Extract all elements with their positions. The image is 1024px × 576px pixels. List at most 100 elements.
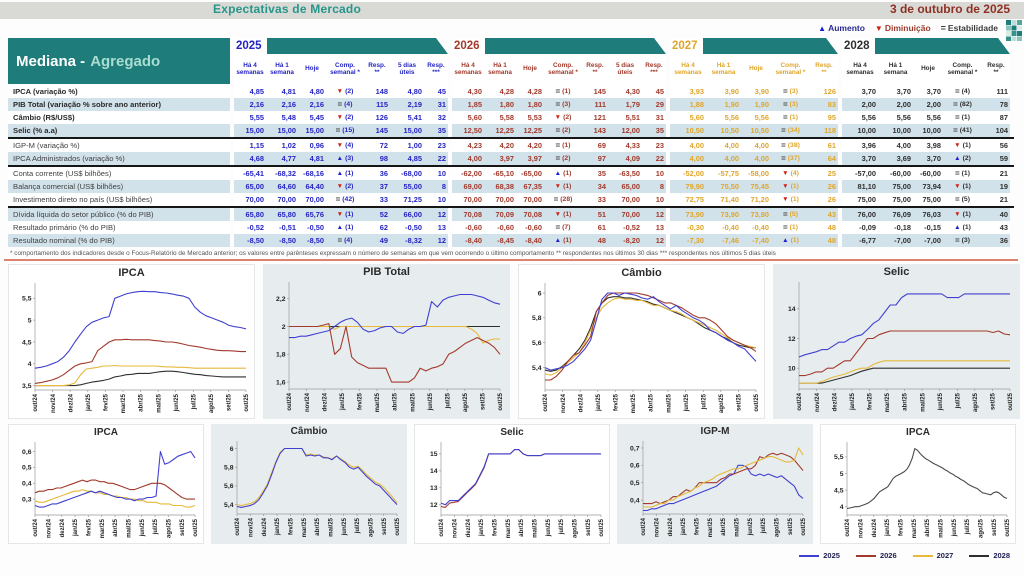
svg-text:ago/25: ago/25 (775, 517, 781, 537)
chart-card-selic-6: Selic 12 13 14 15 out/24 nov/24 dez/24 jan/25 fev… (414, 424, 610, 544)
svg-text:mar/25: mar/25 (121, 393, 127, 413)
value-cell: 3,97 (499, 154, 514, 163)
column-header: Comp. semanal * (330, 61, 360, 76)
value-cell: 5,56 (926, 113, 941, 122)
column-header: Resp. ** (368, 61, 386, 76)
chart-card-igpm-7: IGP-M 0,4 0,5 0,6 0,7 out/24 nov/24 dez/24 jan/2… (617, 424, 813, 544)
value-cell: 4,33 (625, 141, 640, 150)
chart-title: IPCA (94, 427, 118, 438)
value-cell: -0,40 (752, 223, 769, 232)
down-direction-icon: ▼ (782, 196, 789, 203)
value-cell: 2,00 (926, 100, 941, 109)
year-band-strip (875, 38, 1010, 54)
value-cell: 5,53 (527, 113, 542, 122)
value-cell: 10 (655, 169, 664, 178)
svg-text:6: 6 (538, 290, 542, 297)
svg-text:jan/25: jan/25 (340, 392, 346, 411)
weeks-count: (1) (790, 183, 799, 190)
table-row: Dívida líquida do setor público (% do PI… (8, 208, 1014, 221)
legend-year-label: 2027 (936, 551, 954, 560)
value-cell: 37 (379, 182, 388, 191)
svg-text:abr/25: abr/25 (925, 518, 931, 536)
weekly-comparison-cell: = (3) (771, 85, 810, 98)
svg-text:12: 12 (430, 502, 438, 509)
table-row: Resultado nominal (% do PIB) -8,50 -8,50 -8… (8, 234, 1014, 247)
value-cell: 70,00 (621, 195, 641, 204)
value-cell: 2,16 (249, 100, 264, 109)
eq-direction-icon: = (555, 153, 561, 163)
svg-text:0,7: 0,7 (630, 445, 640, 452)
value-cell: -52,00 (683, 169, 704, 178)
value-cell: -8,20 (623, 236, 640, 245)
year-cells-2027: 72,75 71,40 71,20 ▼ (1) 26 (670, 193, 838, 206)
svg-text:mar/25: mar/25 (302, 517, 308, 537)
value-cell: 81,10 (857, 182, 877, 191)
weeks-count: (82) (959, 101, 972, 108)
weekly-comparison-cell: = (7) (544, 221, 582, 234)
column-header: Há 4 semanas (846, 61, 874, 76)
value-cell: 87 (999, 113, 1008, 122)
column-header: Hoje (921, 65, 935, 73)
column-header: Comp. semanal * (548, 61, 578, 76)
column-headers: Há 4 semanas Há 1 semana Hoje Comp. semanal * R… (234, 54, 448, 84)
value-cell: 2,16 (281, 100, 296, 109)
weeks-count: (1) (962, 142, 971, 149)
value-cell: 4,30 (625, 87, 640, 96)
year-band-strip (703, 38, 838, 54)
expectations-table: Mediana - Agregado 2025 Há 4 semanas Há 1 sema… (8, 38, 1014, 247)
value-cell: 4,00 (724, 154, 739, 163)
eq-direction-icon: = (335, 194, 341, 204)
svg-text:mar/25: mar/25 (375, 392, 381, 412)
weekly-comparison-cell: ▲ (1) (326, 221, 364, 234)
weeks-count: (2) (345, 114, 354, 121)
svg-text:set/25: set/25 (382, 517, 388, 535)
value-cell: -0,50 (307, 223, 324, 232)
value-cell: 76,09 (892, 210, 912, 219)
value-cell: 75,50 (720, 182, 740, 191)
value-cell: 8 (441, 182, 446, 191)
year-cells-2025: 65,00 64,60 64,40 ▼ (2) 37 55,00 8 (234, 180, 448, 193)
year-band: 2026 (452, 38, 666, 54)
table-row: Resultado primário (% do PIB) -0,52 -0,51 -… (8, 221, 1014, 234)
year-cells-2027: 73,90 73,90 73,90 = (5) 43 (670, 208, 838, 221)
svg-text:15: 15 (430, 451, 438, 458)
svg-text:14: 14 (788, 306, 796, 313)
weeks-count: (1) (790, 237, 799, 244)
svg-text:dez/24: dez/24 (668, 517, 674, 536)
year-group-2028: 2028 Há 4 semanas Há 1 semana Hoje Comp. semana… (842, 38, 1010, 84)
value-cell: 65,00 (621, 182, 641, 191)
value-cell: 5,56 (861, 113, 876, 122)
value-cell: 12,00 (621, 126, 641, 135)
up-direction-icon: ▲ (336, 224, 344, 231)
chart-plot: 1,6 1,8 2 2,2 out/24 nov/24 dez/24 jan/25 fev/25… (266, 278, 507, 420)
value-cell: 31 (437, 100, 446, 109)
table-title: Mediana - Agregado (8, 38, 230, 84)
value-cell: 5,48 (281, 113, 296, 122)
value-cell: 32 (437, 113, 446, 122)
year-band-strip (485, 38, 666, 54)
up-arrow-icon: ▲ (818, 23, 827, 33)
svg-text:mar/25: mar/25 (631, 393, 637, 413)
chart-title: Câmbio (621, 267, 662, 279)
weekly-comparison-cell: = (5) (771, 208, 810, 221)
svg-text:4: 4 (28, 361, 32, 368)
year-cells-2025: 15,00 15,00 15,00 = (15) 145 15,00 35 (234, 124, 448, 137)
svg-text:jul/25: jul/25 (559, 518, 565, 535)
column-header: Resp. ** (586, 61, 604, 76)
weekly-comparison-cell: = (1) (544, 139, 582, 152)
svg-text:nov/24: nov/24 (305, 392, 311, 412)
chart-card-ipca-8: IPCA 4 4,5 5 5,5 out/24 nov/24 dez/24 jan/25 fev/… (820, 424, 1016, 544)
value-cell: 43 (827, 210, 836, 219)
svg-text:4,5: 4,5 (834, 487, 844, 494)
value-cell: 98 (379, 154, 388, 163)
down-direction-icon: ▼ (336, 114, 344, 121)
value-cell: 143 (593, 126, 606, 135)
value-cell: 3,90 (754, 87, 769, 96)
eq-direction-icon: = (781, 125, 786, 135)
svg-text:out/24: out/24 (543, 393, 549, 411)
legend-increase: ▲ Aumento (818, 23, 865, 33)
value-cell: 79,90 (685, 182, 705, 191)
value-cell: -8,40 (525, 236, 542, 245)
value-cell: 66,00 (403, 210, 423, 219)
down-direction-icon: ▼ (782, 183, 789, 190)
